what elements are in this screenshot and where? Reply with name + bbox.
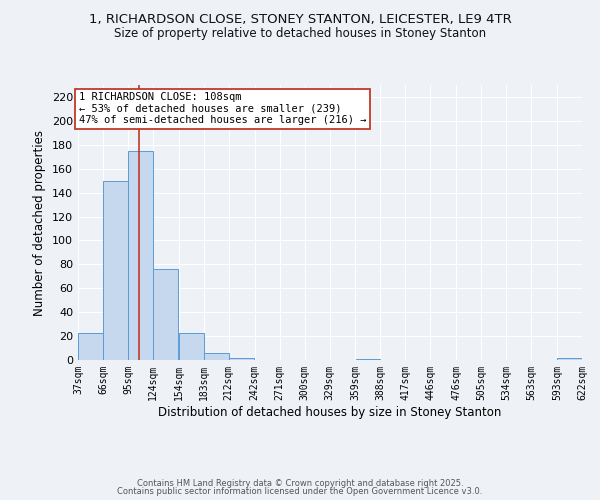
Text: Size of property relative to detached houses in Stoney Stanton: Size of property relative to detached ho… bbox=[114, 28, 486, 40]
Text: Contains HM Land Registry data © Crown copyright and database right 2025.: Contains HM Land Registry data © Crown c… bbox=[137, 478, 463, 488]
Bar bbox=[356, 359, 380, 360]
Text: 1, RICHARDSON CLOSE, STONEY STANTON, LEICESTER, LE9 4TR: 1, RICHARDSON CLOSE, STONEY STANTON, LEI… bbox=[89, 12, 511, 26]
Bar bbox=[78, 332, 103, 360]
Text: Contains public sector information licensed under the Open Government Licence v3: Contains public sector information licen… bbox=[118, 487, 482, 496]
X-axis label: Distribution of detached houses by size in Stoney Stanton: Distribution of detached houses by size … bbox=[158, 406, 502, 418]
Bar bbox=[204, 353, 229, 360]
Bar bbox=[557, 358, 582, 360]
Y-axis label: Number of detached properties: Number of detached properties bbox=[34, 130, 46, 316]
Bar bbox=[229, 358, 254, 360]
Bar bbox=[153, 269, 178, 360]
Bar bbox=[103, 180, 128, 360]
Bar bbox=[128, 151, 153, 360]
Bar bbox=[179, 332, 203, 360]
Text: 1 RICHARDSON CLOSE: 108sqm
← 53% of detached houses are smaller (239)
47% of sem: 1 RICHARDSON CLOSE: 108sqm ← 53% of deta… bbox=[79, 92, 367, 126]
